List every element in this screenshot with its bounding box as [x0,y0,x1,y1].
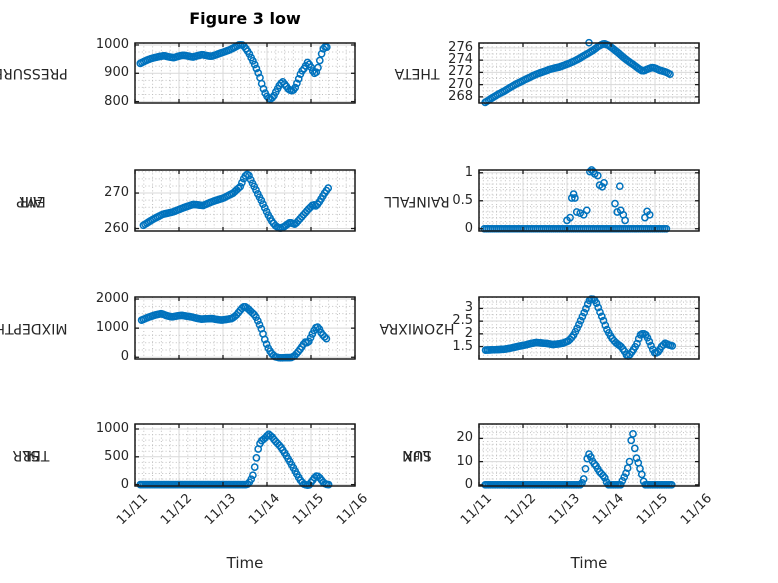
y-tick-label: 2 [464,325,473,341]
x-tick-label-text: 11/13 [545,491,583,529]
y-tick-label: 900 [104,65,129,81]
y-tick-label: 1000 [95,421,129,436]
axis-tick-marks [134,297,356,359]
y-tick-label: 1000 [95,320,129,336]
y-tick-label: 0.5 [452,192,473,208]
data-series-mixdepth [137,302,331,362]
x-axis-label-left: Time [226,554,264,572]
x-tick-label-text: 11/12 [157,491,195,529]
y-tick-label: 1000 [95,36,129,52]
plot-frame [478,423,700,487]
x-tick-label-text: 11/11 [457,491,495,529]
plot-frame [134,169,356,232]
axis-tick-marks [478,297,700,359]
y-tick-label: 260 [104,220,129,236]
axis-tick-marks [134,43,356,103]
y-tick-label: 500 [104,448,129,464]
y-tick-label: 2000 [95,291,129,307]
axis-tick-marks [478,43,700,103]
y-tick-label: 0 [464,220,473,236]
subplot-theta [478,38,700,107]
x-tick-label-text: 11/13 [201,491,239,529]
y-tick-label: 272 [448,64,473,80]
plot-frame [134,423,356,487]
y-tick-label: 270 [448,76,473,92]
x-tick-label-text: 11/15 [633,491,671,529]
major-grid [135,424,355,486]
y-tick-label: 270 [104,185,129,201]
subplot-mixdepth [134,296,356,362]
y-tick-label: 2.5 [452,313,473,329]
axis-tick-marks [134,424,356,486]
y-tick-label: 1 [464,164,473,180]
major-grid [135,170,355,231]
y-tick-label: 3 [464,300,473,316]
x-tick-label-text: 11/14 [589,491,627,529]
subplot-pressure [134,40,356,104]
y-tick-label: 20 [456,430,473,446]
minor-grid [479,424,699,486]
subplot-air-temp [134,169,356,232]
y-tick-label: 274 [448,52,473,68]
plot-frame [478,296,700,360]
data-series-h2omixra [481,295,677,360]
y-tick-label: 0 [120,349,129,365]
y-tick-label: 276 [448,39,473,55]
data-series-rainfall [480,166,671,233]
data-series-theta [481,38,674,107]
figure-title: Figure 3 low [189,9,301,28]
x-tick-label-text: 11/12 [501,491,539,529]
major-grid [479,297,699,359]
data-series-sun-flux [481,430,676,489]
x-tick-label-text: 11/11 [113,491,151,529]
subplot-terr-msl [134,423,356,489]
subplot-rainfall [478,166,700,233]
data-series-air-temp [139,170,333,232]
y-tick-label: 268 [448,88,473,104]
x-tick-label-text: 11/16 [677,491,715,529]
x-axis-label-right: Time [570,554,608,572]
y-tick-label: 10 [456,453,473,469]
axis-tick-marks [478,424,700,486]
y-tick-label: 800 [104,93,129,109]
x-tick-label-text: 11/15 [289,491,327,529]
axis-tick-marks [134,170,356,231]
subplot-h2omixra [478,295,700,360]
x-tick-label-text: 11/16 [333,491,371,529]
y-tick-label: 0 [120,476,129,492]
x-tick-label-text: 11/14 [245,491,283,529]
y-tick-label: 1.5 [452,338,473,354]
subplot-sun-flux [478,423,700,489]
data-series-pressure [136,40,331,103]
axis-tick-marks [478,170,700,231]
y-tick-label: 0 [464,476,473,492]
